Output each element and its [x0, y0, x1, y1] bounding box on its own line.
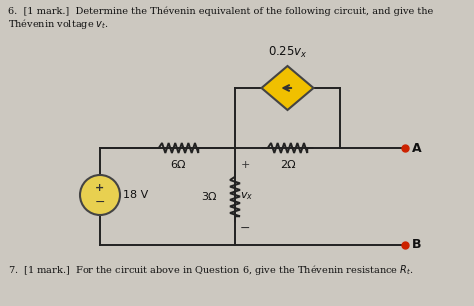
Text: 0.25$v_x$: 0.25$v_x$ [268, 45, 307, 60]
Text: −: − [95, 196, 105, 208]
Text: 6Ω: 6Ω [171, 160, 186, 170]
Text: 3Ω: 3Ω [201, 192, 217, 201]
Text: $v_x$: $v_x$ [240, 191, 253, 202]
Circle shape [80, 175, 120, 215]
Text: 7.  [1 mark.]  For the circuit above in Question 6, give the Thévenin resistance: 7. [1 mark.] For the circuit above in Qu… [8, 263, 414, 277]
Text: 2Ω: 2Ω [280, 160, 295, 170]
Text: 6.  [1 mark.]  Determine the Thévenin equivalent of the following circuit, and g: 6. [1 mark.] Determine the Thévenin equi… [8, 6, 433, 16]
Text: 18 V: 18 V [123, 190, 148, 200]
Text: Thévenin voltage $v_t$.: Thévenin voltage $v_t$. [8, 17, 109, 31]
Text: −: − [240, 222, 250, 235]
Text: +: + [95, 183, 105, 193]
Text: +: + [240, 160, 250, 170]
Polygon shape [262, 66, 313, 110]
Text: B: B [412, 238, 421, 252]
Text: A: A [412, 141, 422, 155]
